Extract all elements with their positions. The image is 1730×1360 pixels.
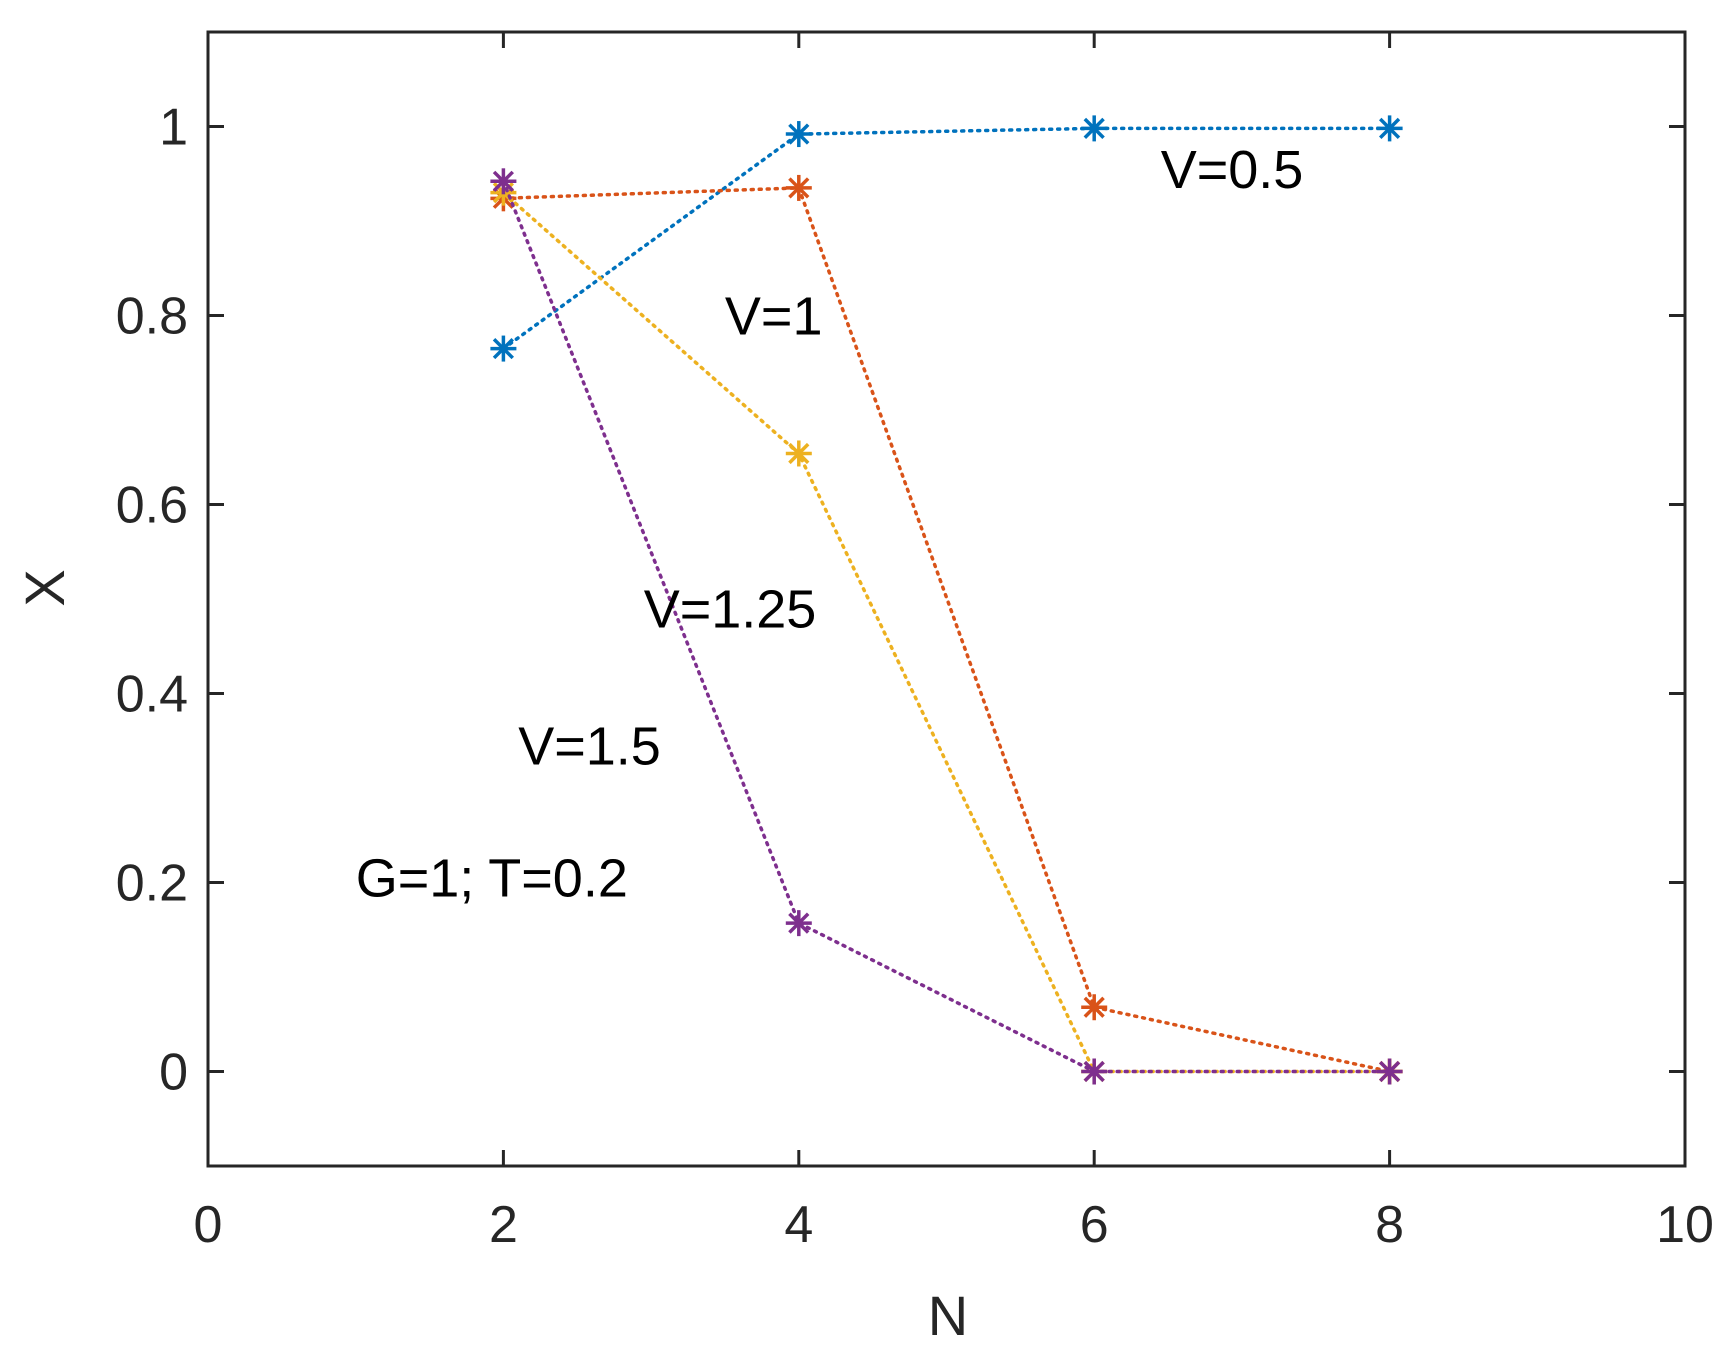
data-point-v-1-25-1 [785, 440, 812, 467]
annotation-4: G=1; T=0.2 [356, 849, 628, 909]
data-point-v-1-5-1 [785, 910, 812, 937]
series-line-v-1 [501, 186, 1392, 1074]
y-tick-label-5: 1 [159, 99, 188, 157]
data-point-v-0-5-3 [1376, 115, 1403, 142]
data-point-v-0-5-2 [1081, 115, 1108, 142]
data-point-v-1-5-3 [1376, 1058, 1403, 1085]
series-line-v-1-25 [501, 190, 1392, 1074]
y-tick-label-3: 0.6 [116, 477, 188, 535]
x-tick-label-2: 4 [784, 1196, 813, 1254]
data-point-v-1-5-0 [490, 168, 517, 195]
y-axis-label: X [13, 569, 76, 606]
y-tick-label-2: 0.4 [116, 666, 188, 724]
data-point-v-0-5-1 [785, 121, 812, 148]
y-tick-label-1: 0.2 [116, 855, 188, 913]
annotation-2: V=1.25 [644, 579, 817, 639]
axes-layer: 0 2 4 6 8 10 0 0.2 0.4 0.6 0.8 1 [116, 30, 1714, 1254]
y-tick-label-0: 0 [159, 1044, 188, 1102]
annotation-0: V=0.5 [1161, 140, 1304, 200]
annotations-layer: V=0.5 V=1 V=1.25 V=1.5 G=1; T=0.2 [356, 140, 1304, 909]
x-tick-label-5: 10 [1656, 1196, 1714, 1254]
series-line-v-0-5 [501, 126, 1392, 351]
annotation-3: V=1.5 [518, 716, 661, 776]
x-tick-label-0: 0 [194, 1196, 223, 1254]
data-point-v-0-5-0 [490, 335, 517, 362]
annotation-1: V=1 [725, 286, 823, 346]
y-tick-label-4: 0.8 [116, 288, 188, 346]
series-line-v-1-5 [501, 179, 1392, 1074]
series-layer [490, 115, 1403, 1085]
data-point-v-1-1 [785, 174, 812, 201]
data-point-v-1-2 [1081, 994, 1108, 1021]
x-tick-label-1: 2 [489, 1196, 518, 1254]
axes-box [206, 30, 1687, 1168]
x-tick-label-4: 8 [1375, 1196, 1404, 1254]
x-axis-label: N [928, 1284, 968, 1347]
data-point-v-1-5-2 [1081, 1058, 1108, 1085]
x-tick-label-3: 6 [1080, 1196, 1109, 1254]
